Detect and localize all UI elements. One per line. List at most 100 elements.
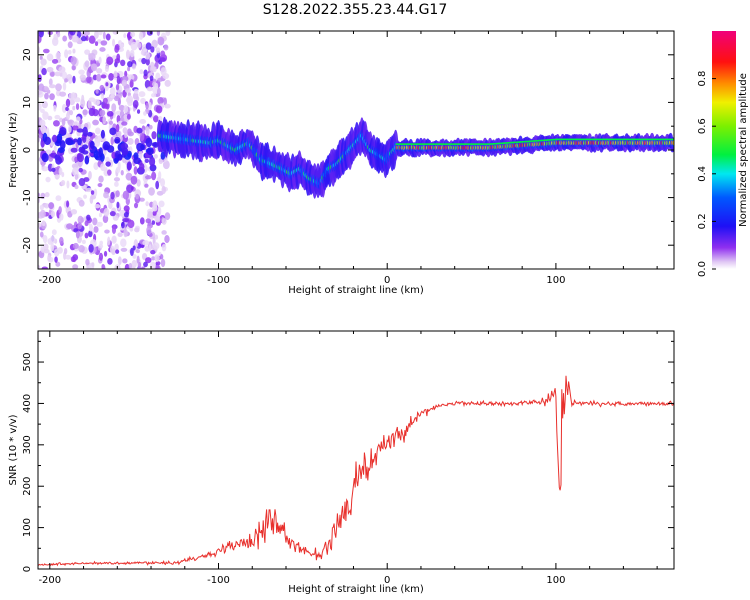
noise-blob xyxy=(57,32,61,38)
noise-blob xyxy=(77,222,83,230)
noise-blob xyxy=(41,152,49,163)
ridge-upper-line xyxy=(567,138,570,141)
ridge-upper-line xyxy=(442,143,446,145)
noise-blob xyxy=(41,266,49,269)
noise-blob xyxy=(154,264,161,269)
noise-blob xyxy=(61,103,67,113)
noise-blob xyxy=(121,79,128,87)
noise-blob xyxy=(38,133,43,139)
noise-blob xyxy=(129,49,135,58)
ridge-upper-line xyxy=(653,138,656,141)
noise-blob xyxy=(50,242,55,252)
noise-blob xyxy=(98,244,104,249)
noise-blob xyxy=(98,175,104,183)
noise-blob xyxy=(76,153,84,163)
noise-blob xyxy=(39,209,46,219)
noise-blob xyxy=(65,112,70,120)
noise-blob xyxy=(111,225,117,235)
ridge-upper-line xyxy=(630,138,633,141)
noise-blob xyxy=(153,115,159,123)
spectrogram-xlabel: Height of straight line (km) xyxy=(288,285,424,296)
ridge-upper-line xyxy=(508,141,511,144)
noise-blob xyxy=(125,49,131,59)
noise-blob xyxy=(83,194,88,199)
ridge-upper-line xyxy=(539,139,542,142)
noise-blob xyxy=(132,245,136,251)
noise-blob xyxy=(150,64,155,74)
noise-blob xyxy=(98,147,104,158)
y-tick-label: -10 xyxy=(22,189,33,205)
x-tick-label: -200 xyxy=(38,575,61,586)
ridge-upper-line xyxy=(464,143,468,145)
noise-blob xyxy=(71,167,79,177)
ridge-upper-line xyxy=(437,143,441,145)
y-tick-label: -20 xyxy=(22,237,33,253)
noise-blob xyxy=(92,217,98,226)
ridge-upper-line xyxy=(439,143,442,145)
ridge-upper-line xyxy=(446,143,449,145)
noise-blob xyxy=(138,261,142,269)
noise-blob xyxy=(72,48,76,54)
ridge-upper-line xyxy=(593,138,596,141)
noise-blob xyxy=(67,49,72,55)
colorbar-tick-label: 0.2 xyxy=(697,213,708,229)
noise-blob xyxy=(105,33,111,41)
ridge-upper-line xyxy=(453,143,456,145)
ridge-upper-line xyxy=(604,138,608,141)
y-tick-label: 200 xyxy=(22,477,33,496)
noise-blob xyxy=(41,166,49,172)
noise-blob xyxy=(78,244,85,253)
noise-blob xyxy=(54,114,61,120)
noise-blob xyxy=(53,145,57,152)
noise-blob xyxy=(57,147,65,153)
noise-blob xyxy=(49,84,56,89)
noise-blob xyxy=(89,140,95,149)
ridge-upper-line xyxy=(493,142,496,145)
noise-blob xyxy=(146,86,153,92)
noise-blob xyxy=(139,132,145,142)
noise-blob xyxy=(48,78,53,86)
snr-series-line xyxy=(38,375,674,567)
noise-blob xyxy=(38,223,42,228)
noise-blob xyxy=(51,229,57,236)
ridge-upper-line xyxy=(505,142,508,144)
noise-blob xyxy=(44,203,50,209)
ridge-upper-line xyxy=(449,143,452,145)
noise-blob xyxy=(71,163,79,169)
noise-blob xyxy=(86,214,91,221)
noise-blob xyxy=(139,197,145,202)
ridge-upper-line xyxy=(495,142,498,145)
noise-blob xyxy=(116,201,120,209)
noise-blob xyxy=(51,58,59,64)
noise-blob xyxy=(136,109,141,114)
noise-blob xyxy=(163,44,169,51)
noise-blob xyxy=(124,263,130,269)
noise-blob xyxy=(140,50,145,55)
noise-blob xyxy=(95,89,99,94)
noise-blob xyxy=(52,120,60,127)
noise-blob xyxy=(55,261,61,267)
noise-blob xyxy=(54,256,58,263)
ridge-upper-line xyxy=(633,138,636,141)
ridge-upper-line xyxy=(572,138,575,141)
noise-blob xyxy=(115,166,121,174)
ridge-upper-line xyxy=(665,138,668,141)
noise-blob xyxy=(149,156,156,167)
noise-blob xyxy=(126,113,131,120)
noise-blob xyxy=(94,31,99,39)
ridge-upper-line xyxy=(591,138,594,141)
noise-blob xyxy=(102,103,109,109)
noise-blob xyxy=(72,75,76,84)
noise-blob xyxy=(111,38,116,47)
noise-blob xyxy=(113,70,118,78)
noise-blob xyxy=(74,174,79,181)
ridge-upper-line xyxy=(635,138,638,141)
ridge-upper-line xyxy=(513,141,516,144)
ridge-upper-line xyxy=(454,143,457,145)
noise-blob xyxy=(123,211,129,218)
noise-blob xyxy=(38,90,44,98)
noise-blob xyxy=(85,76,92,84)
ridge-upper-line xyxy=(476,143,479,145)
ridge-upper-line xyxy=(503,142,506,144)
noise-blob xyxy=(152,242,160,250)
